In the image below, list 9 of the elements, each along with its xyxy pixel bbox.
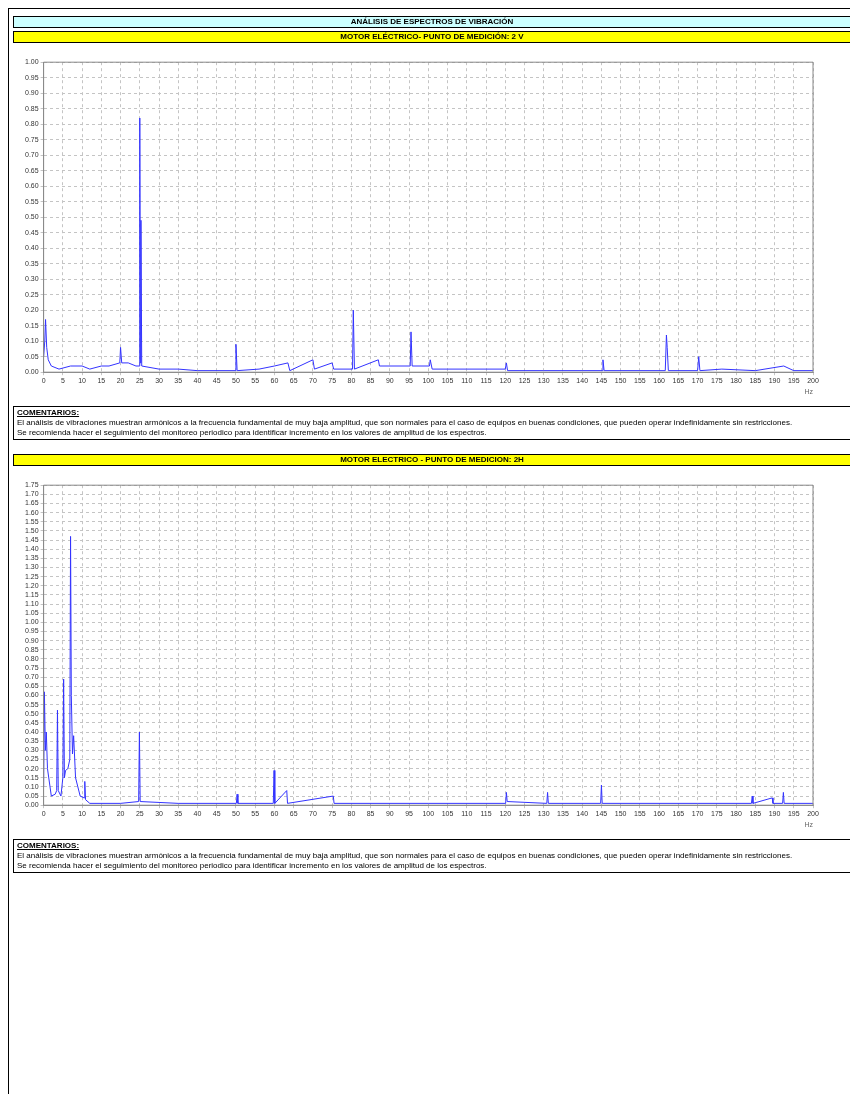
text: COMENTARIOS: — [17, 841, 81, 851]
text: El análisis de vibraciones muestran armónicos a la frecuencia fundamental de muy baja amplitud, que son normales para el caso de equipos en buenas condiciones, que pueden operar indefinidamente sin restricciones. — [17, 851, 794, 861]
text: Se recomienda hacer el seguimiento del monitoreo periodico para identificar incremento en los valores de amplitud de los espectros. — [17, 428, 488, 438]
chart-subtitle: MOTOR ELÉCTRICO- PUNTO DE MEDICIÓN: 2 V — [13, 31, 850, 43]
text: El análisis de vibraciones muestran armónicos a la frecuencia fundamental de muy baja amplitud, que son normales para el caso de equipos en buenas condiciones, que pueden operar indefinidamente sin restricciones. — [17, 418, 794, 428]
text: Se recomienda hacer el seguimiento del monitoreo periodico para identificar incremento en los valores de amplitud de los espectros. — [17, 861, 488, 871]
chart-title: ANÁLISIS DE ESPECTROS DE VIBRACIÓN — [13, 16, 850, 28]
text: COMENTARIOS: — [17, 408, 81, 418]
chart-subtitle: MOTOR ELECTRICO - PUNTO DE MEDICION: 2H — [13, 454, 850, 466]
